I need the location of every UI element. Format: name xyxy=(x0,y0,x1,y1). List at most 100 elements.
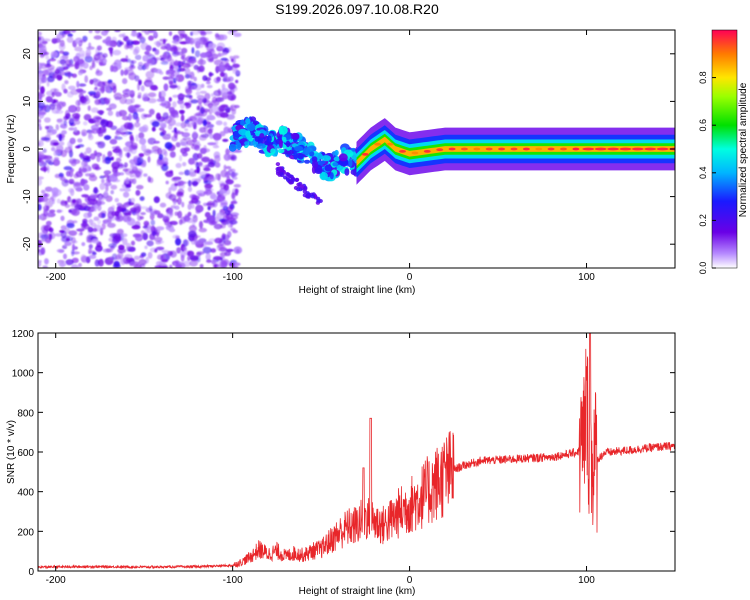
heatmap-cell xyxy=(168,97,172,102)
colorbar-tick-label: 0.6 xyxy=(698,119,708,132)
heatmap-cell xyxy=(172,101,177,108)
heatmap-cell xyxy=(225,148,230,155)
heatmap-cell xyxy=(80,53,85,60)
heatmap-cell xyxy=(278,126,283,135)
heatmap-cell xyxy=(101,178,105,184)
heatmap-cell xyxy=(103,182,112,187)
heatmap-cell xyxy=(120,233,128,238)
heatmap-cell xyxy=(206,84,213,89)
heatmap-cell xyxy=(238,128,248,136)
heatmap-cell xyxy=(65,109,70,118)
heatmap-cell xyxy=(174,211,179,216)
heatmap-cell xyxy=(175,162,182,169)
heatmap-cell xyxy=(88,30,93,34)
heatmap-cell xyxy=(96,155,101,163)
heatmap-cell xyxy=(92,251,97,256)
heatmap-cell xyxy=(97,219,102,225)
heatmap-cell xyxy=(125,242,132,250)
heatmap-cell xyxy=(198,65,205,73)
heatmap-cell xyxy=(151,120,160,128)
heatmap-cell xyxy=(215,120,223,126)
heatmap-cell xyxy=(38,199,42,203)
heatmap-cell xyxy=(60,230,67,239)
heatmap-cell xyxy=(219,71,225,78)
heatmap-cell xyxy=(41,160,45,166)
heatmap-cell xyxy=(140,230,145,235)
heatmap-cell xyxy=(161,259,169,263)
heatmap-cell xyxy=(131,162,138,169)
heatmap-cell xyxy=(51,129,57,135)
heatmap-cell xyxy=(162,157,169,164)
heatmap-cell xyxy=(114,30,121,33)
heatmap-cell xyxy=(71,208,80,216)
heatmap-cell xyxy=(143,220,150,227)
heatmap-cell xyxy=(130,60,135,68)
heatmap-cell xyxy=(232,176,238,180)
heatmap-cell xyxy=(213,256,222,261)
heatmap-cell xyxy=(246,123,256,132)
heatmap-cell xyxy=(225,235,229,243)
heatmap-cell xyxy=(151,126,156,132)
heatmap-cell xyxy=(189,260,198,267)
heatmap-cell xyxy=(210,194,218,200)
heatmap-cell xyxy=(175,238,182,246)
heatmap-cell xyxy=(68,209,72,213)
heatmap-cell xyxy=(51,146,56,152)
heatmap-cell xyxy=(98,194,103,201)
heatmap-cell xyxy=(142,159,147,168)
heatmap-cell xyxy=(45,220,52,226)
heatmap-cell xyxy=(228,82,236,90)
heatmap-cell xyxy=(66,36,74,43)
heatmap-cell xyxy=(293,151,298,160)
heatmap-cell xyxy=(192,130,198,139)
x-tick-label: -100 xyxy=(223,272,243,283)
heatmap-cell xyxy=(114,210,120,217)
heatmap-cell xyxy=(75,88,84,93)
heatmap-cell xyxy=(98,59,104,66)
heatmap-cell xyxy=(206,200,216,208)
heatmap-cell xyxy=(100,86,105,94)
heatmap-cell xyxy=(38,178,43,186)
heatmap-cell xyxy=(324,164,333,172)
heatmap-cell xyxy=(319,171,328,181)
heatmap-cell xyxy=(117,163,124,167)
heatmap-cell xyxy=(139,216,144,220)
heatmap-cell xyxy=(219,34,228,41)
heatmap-hotspot xyxy=(522,147,530,151)
heatmap-cell xyxy=(215,34,221,41)
heatmap-cell xyxy=(198,176,202,181)
heatmap-cell xyxy=(180,147,188,154)
heatmap-cell xyxy=(138,132,145,139)
heatmap-cell xyxy=(207,103,213,109)
heatmap-cell xyxy=(278,139,283,149)
heatmap-cell xyxy=(207,176,217,183)
heatmap-cell xyxy=(199,30,206,35)
heatmap-cell xyxy=(187,122,194,128)
heatmap-cell xyxy=(111,205,116,210)
heatmap-cell xyxy=(317,160,326,165)
heatmap-cell xyxy=(114,197,120,203)
heatmap-cell xyxy=(159,122,167,128)
heatmap-cell xyxy=(83,121,88,126)
heatmap-cell xyxy=(206,123,215,128)
heatmap-cell xyxy=(45,159,52,164)
heatmap-cell xyxy=(154,50,160,56)
heatmap-cell xyxy=(53,38,61,43)
x-tick-label: -100 xyxy=(223,575,243,586)
heatmap-cell xyxy=(296,187,301,192)
heatmap-cell xyxy=(201,156,211,163)
heatmap-cell xyxy=(79,39,87,43)
heatmap-cell xyxy=(232,70,241,75)
snr-y-axis: 0 200 400 600 800 1000 1200 xyxy=(12,329,675,578)
heatmap-cell xyxy=(140,252,147,257)
heatmap-cell xyxy=(170,205,176,209)
heatmap-cell xyxy=(104,156,112,165)
heatmap-cell xyxy=(321,155,331,162)
heatmap-cell xyxy=(77,65,84,70)
heatmap-cell xyxy=(38,214,43,220)
heatmap-cell xyxy=(58,133,63,142)
heatmap-hotspot xyxy=(386,142,394,146)
heatmap-cell xyxy=(89,65,93,71)
heatmap-cell xyxy=(52,142,60,146)
heatmap-cell xyxy=(208,238,216,242)
